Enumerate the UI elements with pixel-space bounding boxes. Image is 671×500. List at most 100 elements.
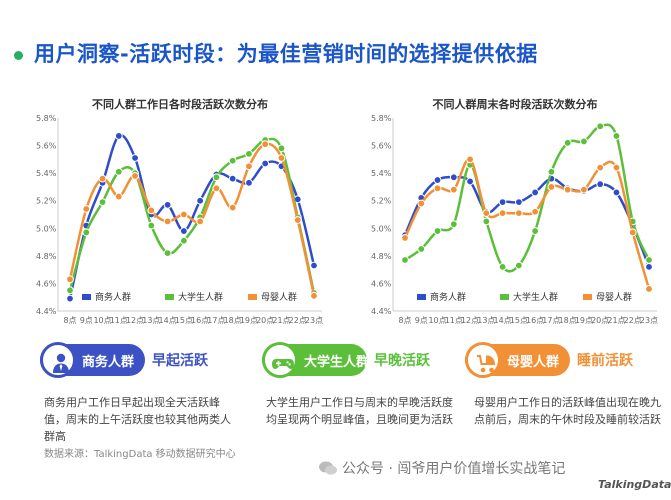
data-point — [82, 228, 91, 237]
data-point — [612, 188, 621, 197]
data-point — [310, 291, 318, 300]
y-tick-label: 4.8% — [371, 252, 392, 261]
category-business-name: 商务人群 — [82, 355, 135, 370]
data-point — [449, 185, 458, 194]
data-point — [245, 149, 253, 158]
x-tick-label: 21点 — [272, 316, 290, 325]
x-tick-label: 12点 — [126, 316, 144, 325]
data-point — [82, 205, 91, 213]
data-point — [498, 198, 507, 206]
x-tick-label: 21点 — [607, 316, 625, 325]
data-point — [114, 167, 123, 176]
baby-stroller-icon — [477, 355, 496, 373]
x-tick-label: 9点 — [415, 316, 428, 325]
watermark-text: 公众号 · 闯爷用户价值增长实战笔记 — [342, 461, 566, 477]
data-point — [628, 228, 637, 237]
data-point — [563, 138, 572, 147]
data-point — [466, 177, 474, 186]
data-point — [163, 217, 172, 226]
legend-swatch — [500, 294, 509, 300]
legend-swatch — [417, 294, 426, 300]
x-tick-label: 18点 — [559, 316, 577, 325]
category-mom-baby-circle — [465, 342, 501, 378]
y-tick-label: 4.6% — [371, 279, 392, 288]
data-point — [580, 137, 588, 146]
x-tick-label: 13点 — [142, 316, 160, 325]
y-tick-label: 4.4% — [36, 307, 57, 316]
data-point — [114, 132, 123, 140]
x-tick-label: 16点 — [191, 316, 209, 325]
data-point — [433, 184, 442, 193]
x-tick-label: 9点 — [80, 316, 93, 325]
x-tick-label: 16点 — [526, 316, 544, 325]
x-tick-label: 15点 — [175, 316, 193, 325]
legend-swatch — [82, 294, 91, 300]
series-line — [404, 123, 651, 273]
weekday-activity-chart: 不同人群工作日各时段活跃次数分布 4.4% 4.6% 4.8% 5.0% 5.2% 5.4%… — [36, 97, 323, 325]
data-point — [261, 159, 270, 168]
data-point — [417, 199, 426, 208]
category-student-desc: 大学生用户工作日与周末的早晚活跃度均呈现两个明显峰值，且晚间更为活跃 — [266, 396, 453, 426]
x-tick-label: 11点 — [445, 316, 463, 325]
y-tick-label: 5.0% — [371, 224, 392, 233]
y-tick-label: 4.4% — [371, 307, 392, 316]
series-line — [68, 142, 316, 297]
series-line — [403, 158, 651, 290]
category-mom-baby: 母婴人群 睡前活跃 — [465, 342, 645, 382]
data-point — [596, 180, 605, 189]
data-point — [645, 262, 653, 271]
businessman-icon — [53, 353, 69, 373]
x-tick-label: 14点 — [494, 316, 512, 325]
x-tick-label: 19点 — [575, 316, 593, 325]
legend-label: 商务人群 — [95, 291, 131, 303]
data-point — [147, 206, 156, 215]
data-point — [277, 144, 286, 153]
data-point — [163, 249, 172, 258]
data-source-note: 数据来源：TalkingData 移动数据研究中心 — [44, 449, 236, 460]
x-tick-label: 23点 — [305, 316, 323, 325]
data-point — [449, 173, 458, 182]
data-point — [196, 196, 205, 205]
legend-label: 母婴人群 — [261, 291, 297, 303]
page-header: 用户洞察-活跃时段：为最佳营销时间的选择提供依据 — [14, 36, 664, 72]
data-point — [179, 236, 188, 245]
data-point — [401, 256, 409, 264]
data-point — [212, 184, 221, 193]
data-point — [596, 122, 605, 131]
data-point — [147, 221, 156, 230]
data-point — [449, 220, 458, 229]
category-business-desc: 商务用户工作日早起出现全天活跃峰值，周末的上午活跃度也较其他两类人群高 — [44, 396, 231, 443]
data-point — [612, 163, 621, 172]
x-tick-label: 18点 — [224, 316, 242, 325]
data-point — [228, 203, 237, 212]
x-tick-label: 17点 — [542, 316, 560, 325]
data-point — [196, 217, 205, 226]
category-business: 商务人群 早起活跃 — [40, 342, 220, 382]
y-tick-label: 5.2% — [36, 197, 57, 206]
data-point — [514, 261, 523, 270]
x-tick-label: 11点 — [110, 316, 128, 325]
data-point — [245, 178, 253, 187]
category-mom-baby-name: 母婴人群 — [507, 355, 560, 370]
data-point — [466, 155, 474, 164]
x-tick-label: 22点 — [624, 316, 642, 325]
data-point — [66, 275, 74, 284]
data-point — [580, 185, 588, 194]
legend-label: 商务人群 — [430, 291, 466, 303]
data-point — [261, 140, 270, 149]
category-business-tag: 早起活跃 — [152, 353, 208, 369]
data-point — [547, 183, 556, 191]
weekend-activity-chart: 不同人群周末各时段活跃次数分布 4.4% 4.6% 4.8% 5.0% 5.2% 5.4% 5… — [371, 97, 658, 325]
y-tick-label: 5.6% — [371, 142, 392, 151]
x-tick-label: 14点 — [159, 316, 177, 325]
data-point — [417, 245, 426, 253]
data-point — [163, 200, 172, 209]
y-tick-label: 5.0% — [36, 224, 57, 233]
data-point — [645, 285, 653, 293]
category-mom-baby-tag: 睡前活跃 — [577, 353, 633, 369]
header-bullet-dot — [14, 51, 23, 60]
data-point — [596, 163, 605, 172]
data-point — [531, 227, 540, 235]
data-point — [310, 261, 318, 270]
category-student-name: 大学生人群 — [304, 355, 370, 370]
